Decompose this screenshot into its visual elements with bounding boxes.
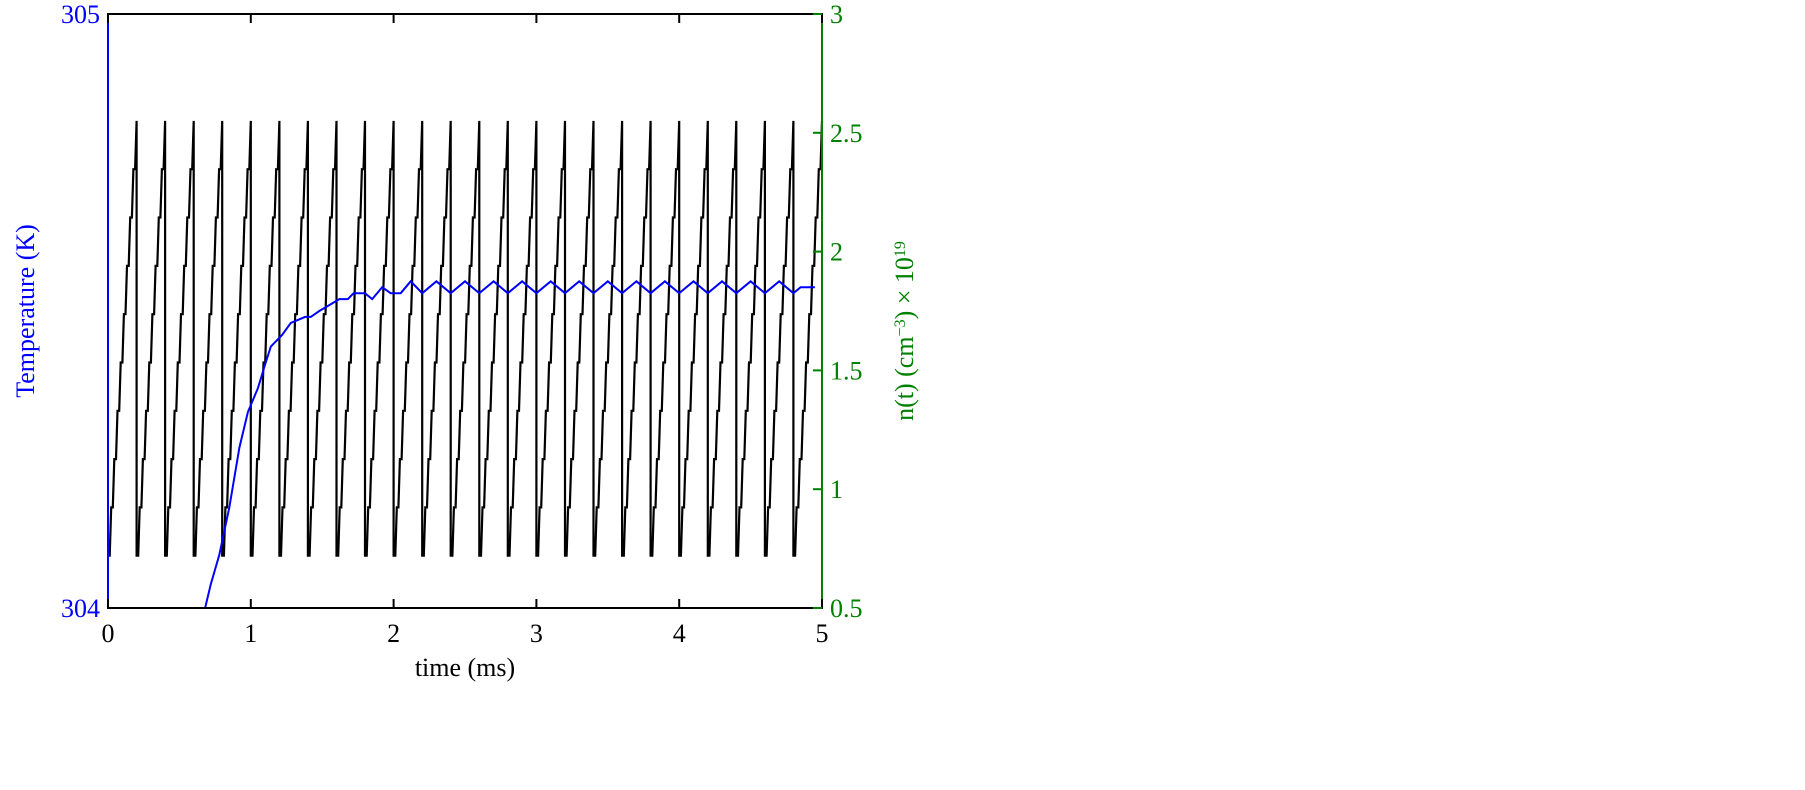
left-ticks: 304 305 xyxy=(61,0,100,623)
right-tick-label: 1.5 xyxy=(830,356,863,385)
x-tick-label: 5 xyxy=(816,619,829,648)
right-axis-label: n(t) (cm−3) × 1019 xyxy=(890,241,919,421)
right-ticks: 0.5 1 1.5 2 2.5 3 xyxy=(813,0,863,623)
x-axis-label: time (ms) xyxy=(415,653,515,682)
density-series-line xyxy=(108,120,824,557)
temperature-series-line xyxy=(107,14,815,609)
right-tick-label: 2.5 xyxy=(830,119,863,148)
right-tick-label: 2 xyxy=(830,238,843,267)
right-tick-label: 1 xyxy=(830,475,843,504)
right-axis-label-mid: ) × 10 xyxy=(890,257,919,319)
x-ticks: 0 1 2 3 4 5 xyxy=(102,14,829,648)
left-tick-label: 305 xyxy=(61,0,100,29)
plot-content xyxy=(107,14,824,609)
x-tick-label: 1 xyxy=(244,619,257,648)
right-tick-label: 0.5 xyxy=(830,594,863,623)
right-axis-label-exp: 19 xyxy=(892,241,909,257)
right-tick-label: 3 xyxy=(830,0,843,29)
x-tick-label: 0 xyxy=(102,619,115,648)
x-tick-label: 3 xyxy=(530,619,543,648)
right-axis-label-main: n(t) (cm xyxy=(890,336,919,420)
left-tick-label: 304 xyxy=(61,594,100,623)
x-tick-label: 2 xyxy=(387,619,400,648)
right-axis-label-sup: −3 xyxy=(892,319,909,336)
x-tick-label: 4 xyxy=(673,619,686,648)
plot-frame xyxy=(107,13,823,609)
left-axis-label: Temperature (K) xyxy=(11,224,40,398)
